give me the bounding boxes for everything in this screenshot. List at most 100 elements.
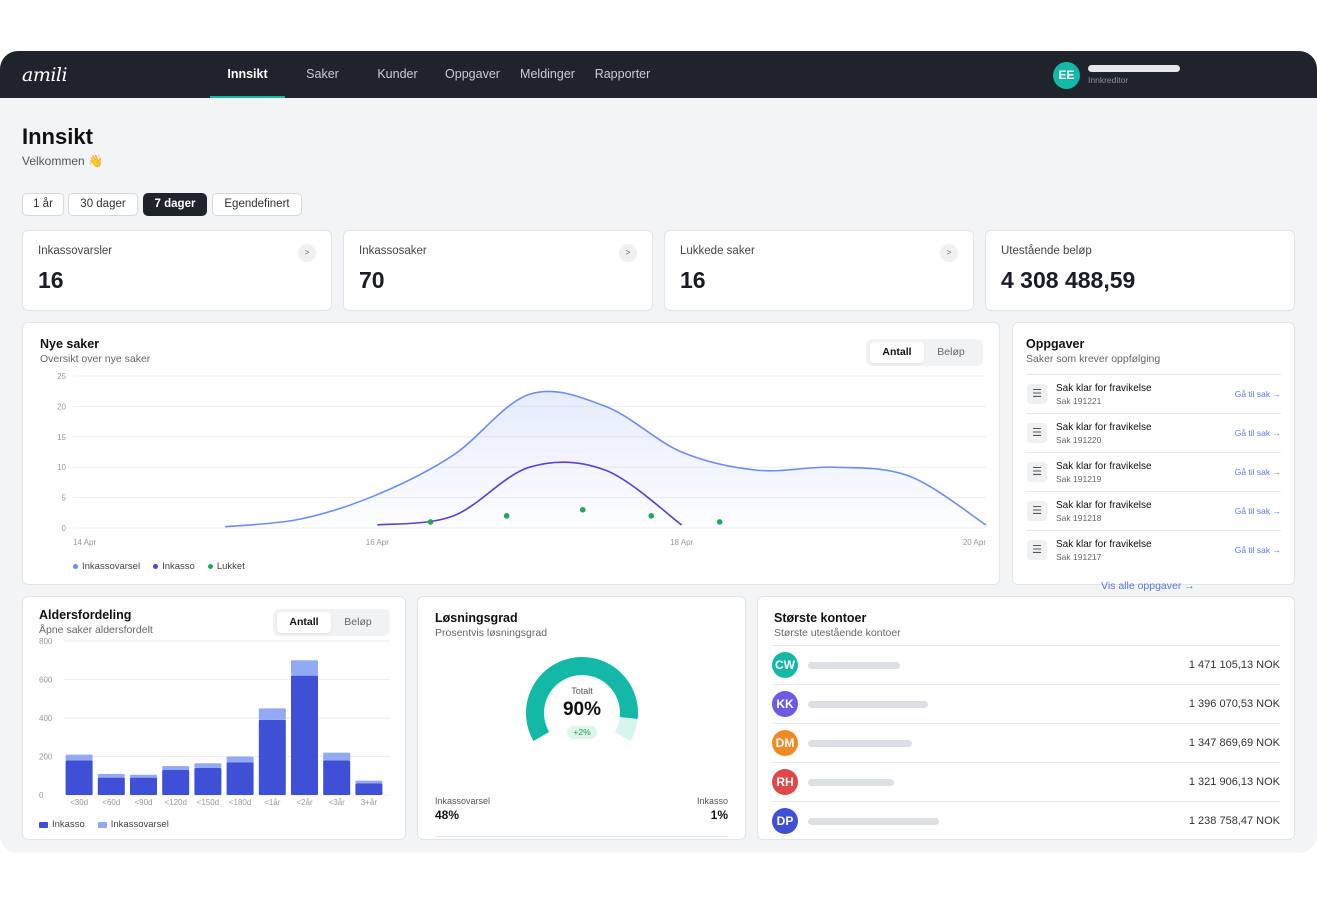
task-title: Sak klar for fravikelse [1056, 422, 1152, 433]
largest-accounts-card: Største kontoer Største utestående konto… [757, 596, 1295, 840]
kpi-card-inkassosaker[interactable]: Inkassosaker 70 > [343, 230, 653, 311]
chevron-right-icon[interactable]: > [940, 244, 958, 262]
account-amount: 1 396 070,53 NOK [1188, 698, 1280, 710]
range-7-days[interactable]: 7 dager [143, 193, 207, 216]
legend-swatch [97, 821, 107, 828]
new-cases-legend: Inkassovarsel Inkasso Lukket [73, 561, 258, 572]
x-tick-label: <60d [102, 798, 120, 807]
avatar: KK [772, 691, 798, 717]
bar-inkasso [130, 777, 157, 795]
bar-inkassovarsel [355, 780, 383, 784]
amili-logo[interactable]: amili [22, 64, 68, 86]
nav-rapporter[interactable]: Rapporter [594, 67, 651, 81]
lukket-point [579, 506, 586, 513]
lukket-point [427, 519, 434, 525]
chevron-right-icon[interactable]: > [298, 244, 316, 262]
lukket-point [716, 519, 723, 525]
toggle-belop[interactable]: Beløp [344, 616, 372, 628]
range-custom[interactable]: Egendefinert [212, 193, 302, 216]
list-icon: ☰ [1027, 501, 1047, 521]
nav-oppgaver[interactable]: Oppgaver [445, 67, 500, 81]
task-row[interactable]: ☰ Sak klar for fravikelse Sak 191217 Gå … [1026, 530, 1281, 569]
bar-inkasso [355, 783, 383, 795]
bar-inkassovarsel [291, 660, 318, 676]
account-amount: 1 471 105,13 NOK [1188, 659, 1280, 671]
kpi-value: 16 [38, 267, 64, 293]
bar-inkassovarsel [130, 774, 157, 778]
stat-value: 1% [710, 808, 728, 822]
age-legend: Inkasso Inkassovarsel [39, 819, 182, 830]
lukket-point [503, 513, 510, 519]
x-tick-label: <3år [329, 798, 346, 807]
bar-inkasso [258, 719, 286, 795]
bar-inkassovarsel [97, 773, 125, 778]
nav-kunder[interactable]: Kunder [377, 67, 418, 81]
legend-label: Lukket [216, 561, 245, 572]
range-30-days[interactable]: 30 dager [68, 193, 138, 216]
legend-label: Inkasso [162, 561, 195, 572]
y-tick-label: 0 [62, 524, 67, 533]
main-nav: Innsikt Saker Kunder Oppgaver Meldinger … [210, 51, 660, 98]
nav-innsikt[interactable]: Innsikt [210, 51, 285, 98]
kpi-value: 16 [680, 267, 706, 293]
account-row[interactable]: DP 1 238 758,47 NOK [772, 801, 1280, 840]
list-icon: ☰ [1027, 462, 1047, 482]
bar-inkassovarsel [194, 763, 222, 769]
kpi-label: Utestående beløp [1001, 245, 1092, 257]
y-tick-label: 25 [57, 372, 66, 381]
task-title: Sak klar for fravikelse [1056, 461, 1152, 472]
bar-inkasso [291, 675, 318, 795]
toggle-belop[interactable]: Beløp [937, 346, 965, 358]
task-title: Sak klar for fravikelse [1056, 383, 1152, 394]
kpi-card-lukkede-saker[interactable]: Lukkede saker 16 > [664, 230, 974, 311]
page-subtitle: Velkommen 👋 [22, 154, 103, 168]
task-row[interactable]: ☰ Sak klar for fravikelse Sak 191219 Gå … [1026, 452, 1281, 491]
new-cases-line-chart: 0 5 10 15 20 25 14 Apr 16 Apr 18 Apr 20 Apr [57, 372, 987, 547]
list-icon: ☰ [1027, 540, 1047, 560]
x-tick-label: 16 Apr [366, 538, 389, 547]
user-name-placeholder[interactable] [1088, 65, 1180, 72]
kpi-card-inkassovarsler[interactable]: Inkassovarsler 16 > [22, 230, 332, 311]
account-amount: 1 321 906,13 NOK [1188, 776, 1280, 788]
nav-meldinger[interactable]: Meldinger [520, 67, 575, 81]
x-tick-label: <2år [296, 798, 313, 807]
account-row[interactable]: KK 1 396 070,53 NOK [772, 684, 1280, 723]
age-distribution-bar-chart: 0 200 400 600 800 <30d <60d <90d <120d <150d <180d… [39, 637, 390, 807]
kpi-label: Inkassosaker [359, 245, 427, 257]
bar-inkassovarsel [323, 752, 351, 761]
go-to-case-link[interactable]: Gå til sak → [1234, 467, 1281, 477]
view-all-tasks-link[interactable]: Vis alle oppgaver → [1101, 580, 1195, 592]
legend-label: Inkassovarsel [82, 561, 141, 572]
card-subtitle: Største utestående kontoer [774, 627, 901, 639]
gauge-value: 90% [562, 699, 602, 720]
nav-saker[interactable]: Saker [306, 67, 339, 81]
bar-inkasso [194, 768, 222, 795]
task-id: Sak 191218 [1056, 513, 1102, 523]
toggle-antall[interactable]: Antall [870, 342, 924, 363]
task-id: Sak 191219 [1056, 474, 1102, 484]
legend-item: Lukket [207, 561, 245, 572]
account-row[interactable]: CW 1 471 105,13 NOK [772, 645, 1280, 684]
task-row[interactable]: ☰ Sak klar for fravikelse Sak 191220 Gå … [1026, 413, 1281, 452]
range-1-year[interactable]: 1 år [22, 193, 64, 216]
task-row[interactable]: ☰ Sak klar for fravikelse Sak 191221 Gå … [1026, 374, 1281, 413]
user-avatar[interactable]: EE [1053, 62, 1080, 89]
go-to-case-link[interactable]: Gå til sak → [1234, 545, 1281, 555]
go-to-case-link[interactable]: Gå til sak → [1234, 506, 1281, 516]
x-tick-label: <180d [229, 798, 251, 807]
series-area [225, 391, 986, 528]
x-tick-label: 20 Apr [963, 538, 986, 547]
go-to-case-link[interactable]: Gå til sak → [1234, 428, 1281, 438]
account-row[interactable]: DM 1 347 869,69 NOK [772, 723, 1280, 762]
y-tick-label: 600 [39, 676, 53, 685]
chevron-right-icon[interactable]: > [619, 244, 637, 262]
bar-inkassovarsel [226, 756, 254, 763]
stat-value: 48% [435, 808, 460, 822]
y-tick-label: 10 [57, 463, 66, 472]
new-cases-toggle: Antall Beløp [866, 339, 983, 366]
task-row[interactable]: ☰ Sak klar for fravikelse Sak 191218 Gå … [1026, 491, 1281, 530]
toggle-antall[interactable]: Antall [277, 612, 331, 633]
y-tick-label: 200 [39, 753, 53, 762]
account-row[interactable]: RH 1 321 906,13 NOK [772, 762, 1280, 801]
go-to-case-link[interactable]: Gå til sak → [1234, 389, 1281, 399]
